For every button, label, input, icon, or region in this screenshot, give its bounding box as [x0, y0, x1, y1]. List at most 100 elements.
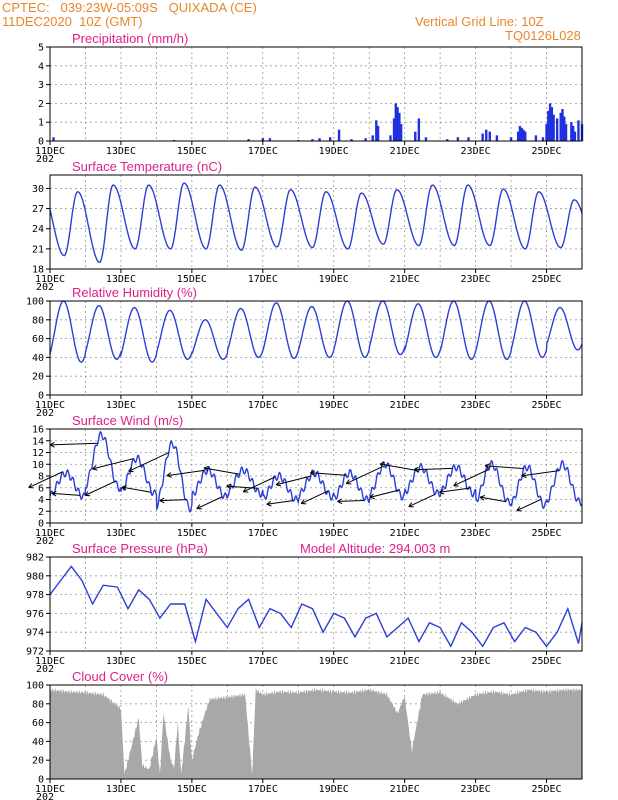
wind-arrow-head [479, 495, 486, 498]
precip-bar [518, 125, 522, 141]
wind-arrow-head [203, 465, 209, 469]
precip-bar [337, 129, 341, 141]
wind-arrow-head [49, 444, 55, 448]
panel-rh: Relative Humidity (%) 0 20 40 60 80 100 11DEC 13… [26, 285, 583, 419]
wind-arrow-head [266, 503, 272, 507]
panel-pres: Surface Pressure (hPa) Model Altitude: 29… [26, 541, 583, 675]
precip-bar [577, 120, 580, 141]
precip-bar [548, 103, 552, 141]
wind-arrow-shaft [159, 499, 187, 502]
x-tick-label: 11DEC [35, 784, 65, 795]
wind-arrow-head [226, 483, 232, 487]
wind-arrow-head [203, 467, 209, 472]
wind-arrow-shaft [439, 487, 471, 493]
wind-arrow-shaft [51, 492, 81, 496]
wind-arrow-head [159, 497, 165, 502]
wind-arrow-head [128, 467, 132, 472]
series-rh [49, 300, 583, 363]
y-tick-label: 3 [38, 80, 44, 91]
x-tick-label: 11DEC [35, 146, 65, 157]
wind-arrow [166, 469, 205, 478]
y-tick-label: 1 [38, 118, 44, 129]
wind-arrow-head [413, 469, 419, 473]
precip-bar [396, 107, 399, 141]
y-tick-label: 978 [26, 590, 44, 601]
precip-bar [446, 139, 449, 141]
wind-arrow-shaft [84, 480, 116, 496]
y-tick-label: 4 [38, 61, 44, 72]
precip-bar [570, 122, 573, 141]
precip-bar [571, 125, 575, 141]
precip-bar [328, 137, 332, 141]
wind-arrow-head [439, 491, 445, 495]
wind-arrow-head [242, 487, 247, 493]
y-tick-label: 0 [38, 391, 44, 402]
wind-arrow [92, 458, 134, 471]
wind-arrow-shaft [203, 467, 240, 475]
precip-bar [311, 139, 314, 141]
wind-arrow-head [275, 480, 281, 486]
wind-arrow-head [369, 493, 374, 498]
wind-arrow-head [439, 488, 444, 493]
precip-bar [467, 137, 470, 141]
y-tick-label: 0 [38, 775, 44, 786]
x-tick-label: 23DEC [461, 146, 491, 157]
precip-bar [509, 137, 513, 141]
precip-bar [561, 109, 564, 141]
header-run-time: 11DEC2020 10Z (GMT) [2, 14, 143, 29]
precip-bar [399, 124, 403, 141]
x-tick-label: 19DEC [319, 528, 349, 539]
y-tick-label: 982 [26, 553, 44, 564]
wind-arrow-head [521, 475, 527, 479]
y-tick-label: 0 [38, 519, 44, 530]
wind-arrow-head [300, 499, 305, 504]
x-tick-label: 19DEC [319, 400, 349, 411]
panel-frame [49, 556, 583, 652]
wind-arrow-shaft [337, 500, 364, 502]
wind-arrow-head [92, 468, 98, 471]
precip-bar [268, 138, 272, 141]
x-year-label: 202 [36, 282, 54, 293]
wind-arrow-head [166, 475, 172, 478]
precip-bar [417, 118, 421, 141]
wind-arrow-head [408, 502, 413, 507]
x-tick-label: 17DEC [248, 784, 278, 795]
wind-arrow [275, 475, 311, 487]
x-tick-label: 21DEC [390, 274, 420, 285]
y-tick-label: 0 [38, 137, 44, 148]
wind-arrow-shaft [92, 458, 134, 470]
x-tick-label: 13DEC [106, 784, 136, 795]
y-tick-label: 20 [32, 756, 44, 767]
wind-arrow-shaft [414, 467, 453, 471]
precip-bar [522, 129, 525, 141]
precip-bar [394, 103, 397, 141]
wind-arrow-head [159, 500, 165, 504]
x-year-label: 202 [36, 664, 54, 675]
wind-arrow [203, 465, 240, 475]
series-temp [49, 182, 583, 264]
wind-arrow-head [379, 461, 385, 465]
precip-bar [547, 110, 550, 141]
wind-arrow-shaft [485, 465, 524, 470]
precip-bar [545, 124, 548, 141]
wind-arrow-shaft [346, 466, 382, 484]
x-tick-label: 25DEC [531, 146, 561, 157]
y-tick-label: 20 [32, 372, 44, 383]
wind-arrow-shaft [243, 476, 276, 493]
wind-arrow [413, 466, 453, 473]
panel-cloud: Cloud Cover (%) 0 20 40 60 80 100 11DEC 13DEC 15D… [26, 669, 583, 800]
panel-frame [49, 300, 583, 396]
wind-arrow [121, 485, 152, 493]
x-tick-label: 23DEC [461, 784, 491, 795]
wind-arrow-shaft [516, 498, 542, 512]
x-tick-label: 23DEC [461, 656, 491, 667]
precip-bar [392, 118, 396, 141]
panel-title: Surface Temperature (nC) [72, 159, 222, 174]
y-tick-label: 2 [38, 99, 44, 110]
wind-arrow-shaft [266, 500, 294, 505]
wind-arrow-shaft [166, 469, 205, 477]
y-tick-label: 40 [32, 353, 44, 364]
series-pres [49, 565, 583, 648]
y-tick-label: 60 [32, 718, 44, 729]
